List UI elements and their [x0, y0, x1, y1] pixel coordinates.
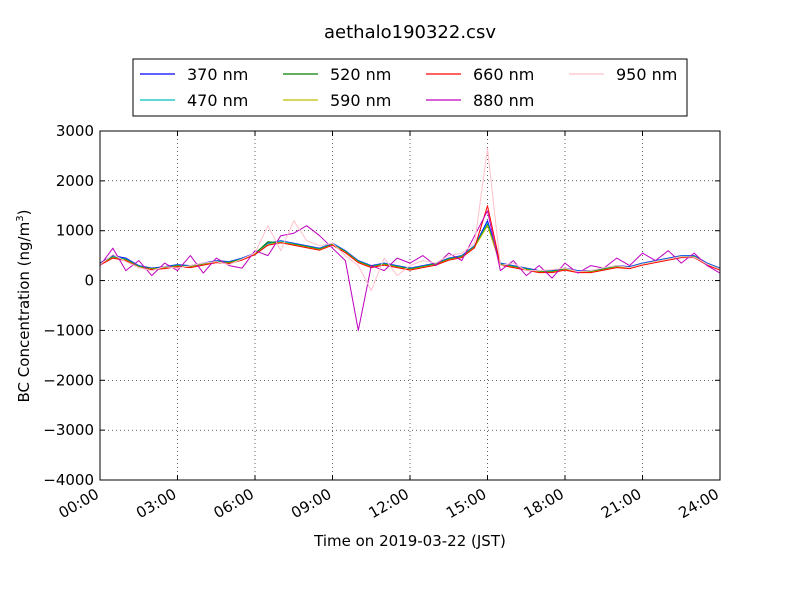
series-line-5: [99, 210, 721, 331]
legend-label: 880 nm: [473, 91, 534, 110]
y-tick-labels: 3000 2000 1000 0 −1000 −2000 −3000 −4000: [43, 122, 94, 489]
y-axis-label-end: ): [15, 210, 33, 216]
legend-frame: [132, 58, 688, 117]
legend-label: 470 nm: [187, 91, 248, 110]
y-tick-label: 2000: [56, 172, 94, 190]
series-layer: [99, 147, 721, 331]
y-tick-label: 0: [84, 272, 94, 290]
chart-title: aethalo190322.csv: [324, 22, 496, 43]
y-tick-label: −3000: [43, 421, 94, 439]
ticks: [99, 130, 721, 481]
y-tick-label: 1000: [56, 222, 94, 240]
y-tick-label: −2000: [43, 371, 94, 389]
legend-label: 950 nm: [616, 65, 677, 84]
y-tick-label: 3000: [56, 122, 94, 140]
y-tick-label: −1000: [43, 321, 94, 339]
x-axis-label: Time on 2019-03-22 (JST): [313, 532, 506, 550]
legend: 370 nm 470 nm 520 nm 590 nm 660 nm 880 nm 950 …: [132, 58, 688, 117]
series-line-4: [99, 205, 721, 274]
legend-label: 660 nm: [473, 65, 534, 84]
y-axis-label-main: BC Concentration (ng/m: [15, 222, 33, 403]
y-tick-label: −4000: [43, 471, 94, 489]
legend-label: 590 nm: [330, 91, 391, 110]
y-axis-label-sup: 3: [15, 215, 26, 221]
y-axis-label: BC Concentration (ng/m3): [15, 210, 33, 403]
series-line-6: [99, 147, 721, 291]
legend-label: 520 nm: [330, 65, 391, 84]
legend-label: 370 nm: [187, 65, 248, 84]
